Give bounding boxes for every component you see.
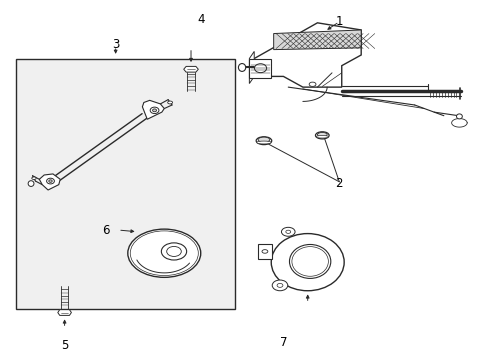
- Ellipse shape: [308, 82, 315, 86]
- Text: 3: 3: [112, 38, 119, 51]
- Ellipse shape: [161, 243, 186, 260]
- Ellipse shape: [150, 107, 159, 113]
- Ellipse shape: [28, 181, 34, 186]
- Polygon shape: [249, 51, 254, 84]
- Ellipse shape: [277, 283, 283, 287]
- Ellipse shape: [256, 137, 271, 145]
- Ellipse shape: [32, 177, 36, 180]
- Polygon shape: [58, 310, 71, 315]
- Ellipse shape: [46, 178, 54, 184]
- Polygon shape: [183, 66, 198, 72]
- Ellipse shape: [291, 247, 328, 276]
- Ellipse shape: [315, 135, 328, 138]
- Ellipse shape: [127, 229, 201, 277]
- Ellipse shape: [289, 244, 330, 278]
- Ellipse shape: [167, 101, 172, 104]
- Bar: [249, 59, 271, 78]
- Text: 1: 1: [335, 14, 343, 27]
- Ellipse shape: [456, 114, 461, 119]
- Ellipse shape: [254, 64, 266, 73]
- Ellipse shape: [130, 231, 198, 275]
- Ellipse shape: [166, 247, 181, 256]
- Polygon shape: [142, 100, 164, 119]
- Ellipse shape: [271, 234, 344, 291]
- Ellipse shape: [238, 64, 245, 71]
- Text: 6: 6: [102, 224, 109, 237]
- Polygon shape: [273, 30, 361, 50]
- Bar: [257, 244, 272, 258]
- Text: 4: 4: [197, 13, 204, 26]
- Ellipse shape: [258, 137, 269, 142]
- Ellipse shape: [152, 109, 156, 112]
- Ellipse shape: [262, 249, 267, 253]
- Ellipse shape: [285, 230, 290, 233]
- Ellipse shape: [49, 180, 52, 182]
- Text: 2: 2: [335, 177, 343, 190]
- Text: 5: 5: [61, 338, 68, 351]
- Polygon shape: [254, 23, 361, 87]
- Text: 7: 7: [279, 336, 286, 349]
- Ellipse shape: [281, 227, 294, 236]
- Ellipse shape: [317, 132, 326, 137]
- Polygon shape: [39, 174, 60, 190]
- Ellipse shape: [256, 141, 271, 144]
- Ellipse shape: [272, 280, 287, 291]
- Bar: [16, 59, 234, 309]
- Ellipse shape: [315, 132, 328, 139]
